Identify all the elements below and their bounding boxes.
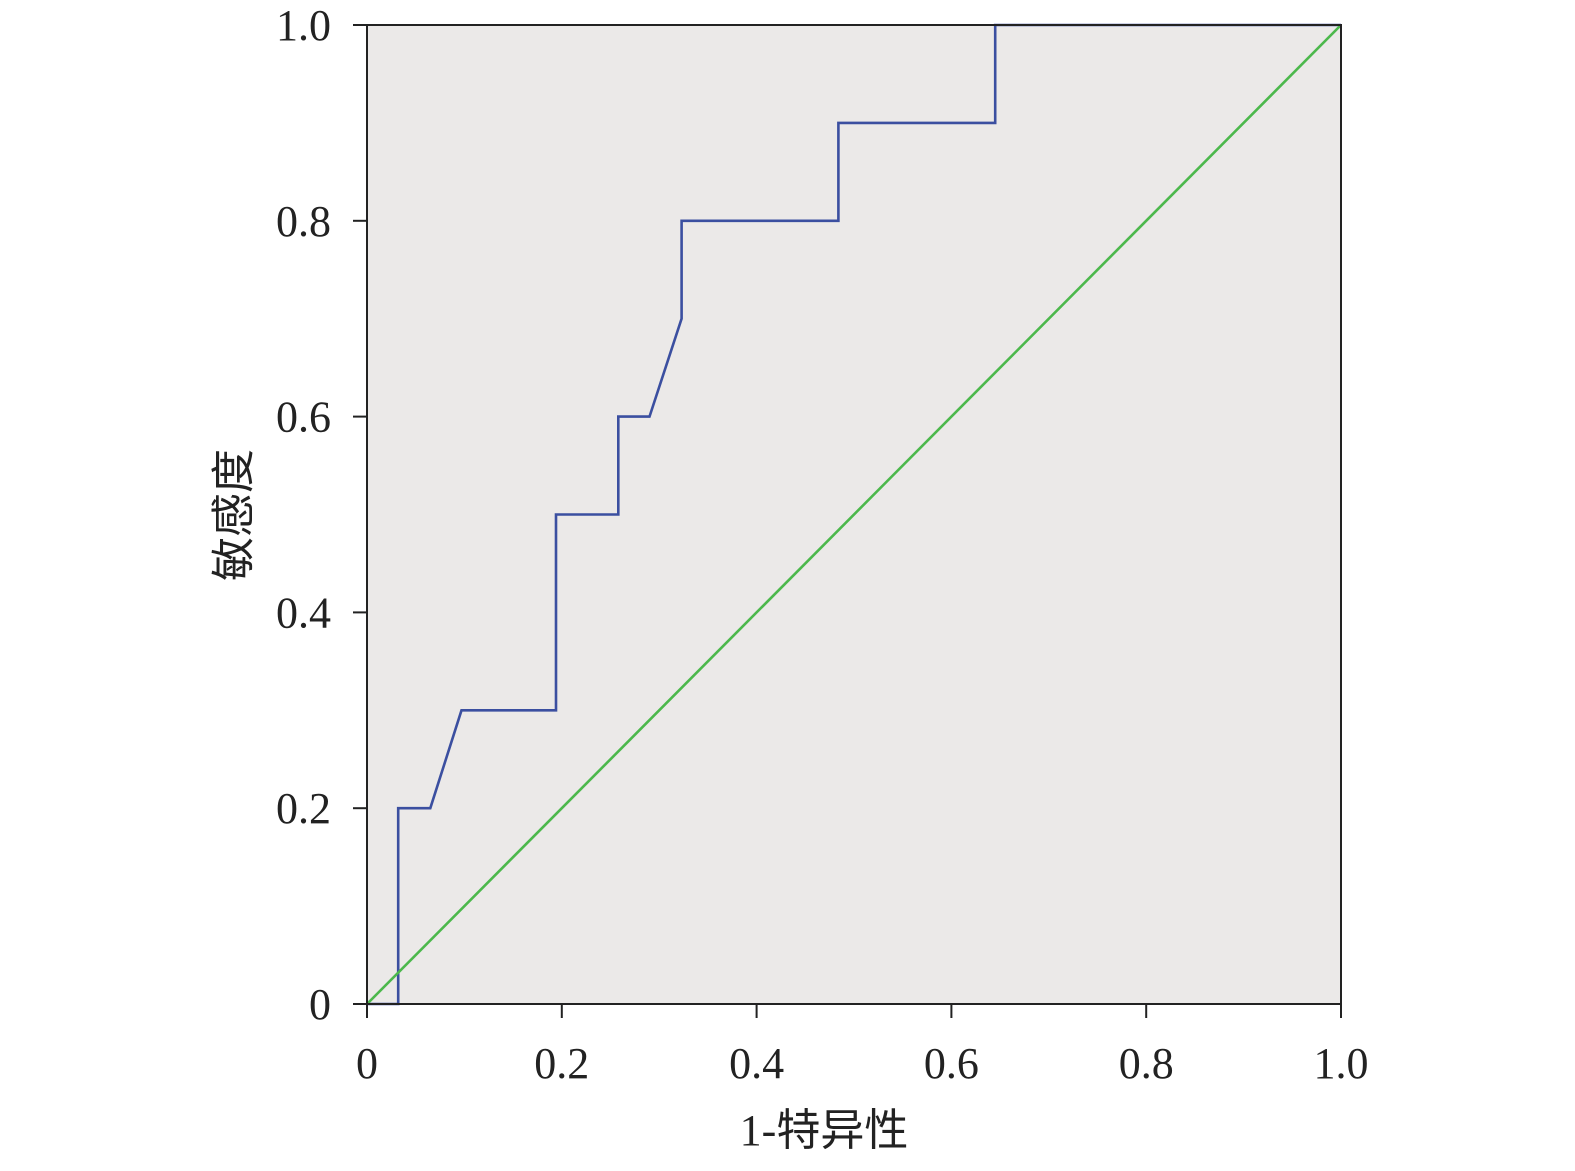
y-tick-label: 1.0 xyxy=(276,1,331,50)
x-tick-label: 0.6 xyxy=(924,1039,979,1088)
plot-frame xyxy=(366,24,1342,1005)
y-axis-label: 敏感度 xyxy=(209,449,258,581)
y-tick-label: 0.2 xyxy=(276,784,331,833)
y-tick-label: 0.4 xyxy=(276,588,331,637)
y-tick-label: 0.8 xyxy=(276,197,331,246)
x-tick-label: 1.0 xyxy=(1314,1039,1369,1088)
y-tick-label: 0 xyxy=(309,980,331,1029)
x-tick-label: 0.2 xyxy=(534,1039,589,1088)
roc-curve-line xyxy=(367,23,1341,1006)
series-layer xyxy=(366,23,1342,1006)
x-tick-label: 0 xyxy=(356,1039,378,1088)
axes-layer: 0 0.2 0.4 0.6 0.8 1.0 0 0.2 0.4 0.6 0.8 1.0 xyxy=(276,1,1369,1088)
y-tick-label: 0.6 xyxy=(276,393,331,442)
x-axis-label: 1-特异性 xyxy=(740,1106,909,1155)
x-tick-label: 0.8 xyxy=(1119,1039,1174,1088)
reference-diagonal-line xyxy=(366,24,1342,1005)
x-tick-label: 0.4 xyxy=(729,1039,784,1088)
